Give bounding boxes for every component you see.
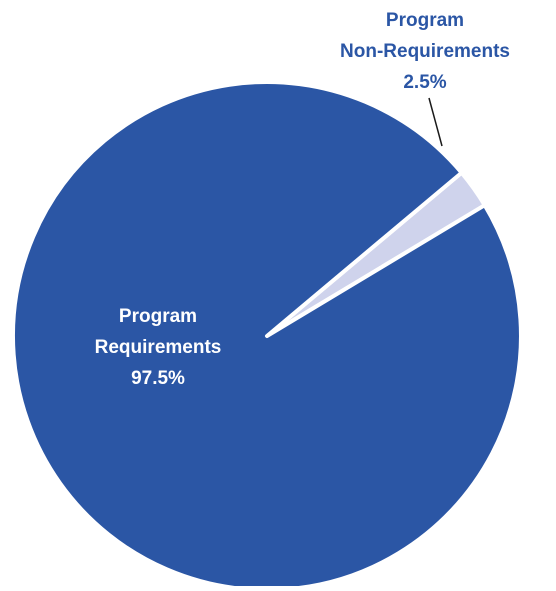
- label-program-requirements: Program Requirements 97.5%: [95, 306, 222, 389]
- leader-line-program-non-requirements: [428, 97, 443, 147]
- label-program-requirements-line-2: Requirements: [95, 337, 222, 358]
- label-program-non-requirements-line-3: 2.5%: [403, 72, 446, 93]
- label-program-non-requirements-line-1: Program: [386, 10, 464, 31]
- label-program-non-requirements-line-2: Non-Requirements: [340, 41, 510, 62]
- label-program-non-requirements: Program Non-Requirements 2.5%: [340, 10, 510, 93]
- pie-slices: [10, 79, 523, 591]
- slice-program-requirements: [10, 79, 523, 591]
- label-program-requirements-line-3: 97.5%: [131, 368, 185, 389]
- pie-labels: Program Requirements 97.5% Program Non-Requi…: [95, 10, 510, 389]
- label-program-requirements-line-1: Program: [119, 306, 197, 327]
